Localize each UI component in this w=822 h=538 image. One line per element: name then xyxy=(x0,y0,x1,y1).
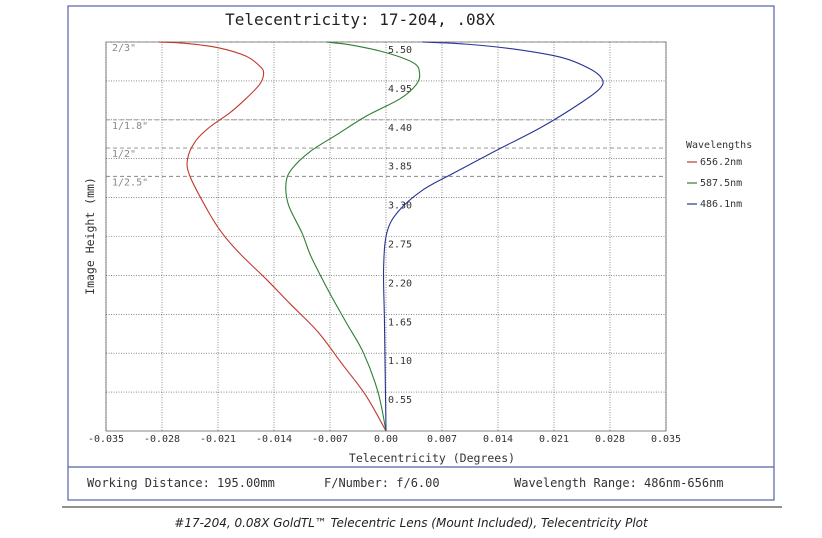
y-axis-label: Image Height (mm) xyxy=(83,177,97,295)
field-marker-label: 2/3" xyxy=(112,43,136,54)
y-tick-label: 1.10 xyxy=(388,356,412,367)
y-tick-label: 5.50 xyxy=(388,45,412,56)
plot-area: 2/3" 1/1.8" 1/2" 1/2.5" 0.55 1.10 1.65 2.20 2.7… xyxy=(88,41,681,445)
y-tick-label: 4.95 xyxy=(388,84,412,95)
x-tick-label: -0.007 xyxy=(312,434,348,445)
y-tick-label: 0.55 xyxy=(388,395,412,406)
x-tick-label: 0.014 xyxy=(483,434,513,445)
x-tick-label: -0.035 xyxy=(88,434,124,445)
x-tick-label: -0.021 xyxy=(200,434,236,445)
x-tick-label: 0.00 xyxy=(374,434,398,445)
x-tick-label: 0.028 xyxy=(595,434,625,445)
y-tick-label: 3.30 xyxy=(388,201,412,212)
x-tick-label: -0.028 xyxy=(144,434,180,445)
chart-title: Telecentricity: 17-204, .08X xyxy=(225,10,495,29)
outer-frame xyxy=(67,5,775,501)
series-line-486.1nm xyxy=(382,41,604,432)
series-lines xyxy=(157,41,604,432)
x-tick-labels: -0.035 -0.028 -0.021 -0.014 -0.007 0.00 0.007 0… xyxy=(88,434,681,445)
legend: Wavelengths 656.2nm 587.5nm 486.1nm xyxy=(686,140,752,210)
x-axis-label: Telecentricity (Degrees) xyxy=(349,451,515,465)
field-marker-label: 1/1.8" xyxy=(112,121,148,132)
field-marker-label: 1/2" xyxy=(112,149,136,160)
f-number: F/Number: f/6.00 xyxy=(324,476,440,490)
x-tick-label: 0.007 xyxy=(427,434,457,445)
figure-caption: #17-204, 0.08X GoldTL™ Telecentric Lens … xyxy=(174,516,648,530)
x-tick-label: 0.021 xyxy=(539,434,569,445)
series-line-587.5nm xyxy=(285,41,421,432)
y-tick-label: 4.40 xyxy=(388,123,412,134)
y-tick-labels: 0.55 1.10 1.65 2.20 2.75 3.30 3.85 4.40 4.95 5.50 xyxy=(388,45,412,406)
y-tick-label: 3.85 xyxy=(388,162,412,173)
wavelength-range: Wavelength Range: 486nm-656nm xyxy=(514,476,724,490)
y-tick-label: 2.75 xyxy=(388,240,412,251)
legend-label: 587.5nm xyxy=(700,178,742,189)
working-distance: Working Distance: 195.00mm xyxy=(87,476,275,490)
y-tick-label: 1.65 xyxy=(388,317,412,328)
telecentricity-chart: Telecentricity: 17-204, .08X 2/3" 1/1.8" 1… xyxy=(62,5,782,508)
series-line-656.2nm xyxy=(157,41,387,432)
field-markers: 2/3" 1/1.8" 1/2" 1/2.5" xyxy=(106,41,666,188)
field-marker-label: 1/2.5" xyxy=(112,177,148,188)
x-tick-label: 0.035 xyxy=(651,434,681,445)
x-tick-label: -0.014 xyxy=(256,434,292,445)
legend-label: 656.2nm xyxy=(700,157,742,168)
legend-label: 486.1nm xyxy=(700,199,742,210)
legend-title: Wavelengths xyxy=(686,140,752,151)
y-tick-label: 2.20 xyxy=(388,278,412,289)
